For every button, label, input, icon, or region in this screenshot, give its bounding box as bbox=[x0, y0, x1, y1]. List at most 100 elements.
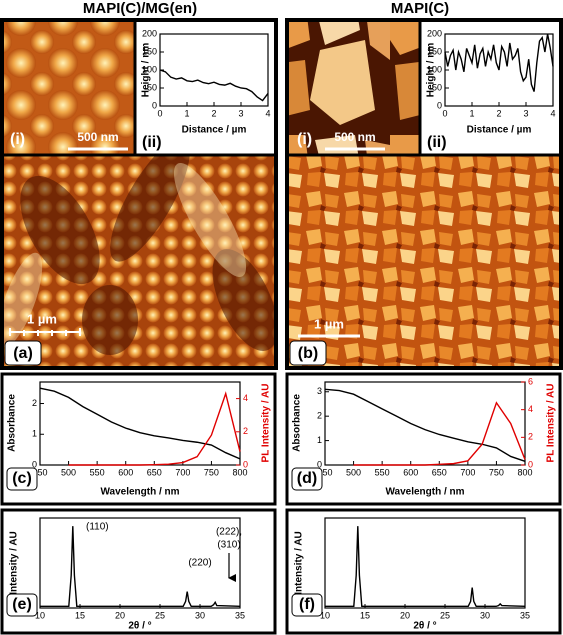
panel-label-box bbox=[6, 593, 38, 617]
x-tick-label: 600 bbox=[403, 467, 418, 477]
y-tick-label: 0 bbox=[437, 100, 442, 110]
x-axis-label: Distance / µm bbox=[182, 125, 247, 136]
inset-profile-box bbox=[135, 20, 275, 155]
x-tick-label: 650 bbox=[147, 467, 162, 477]
panel-label: (d) bbox=[297, 470, 317, 487]
y-tick-label: 100 bbox=[427, 64, 442, 74]
y-axis-label: Height / nm bbox=[426, 43, 437, 98]
panel-frame bbox=[285, 372, 562, 506]
data-line bbox=[68, 391, 241, 466]
x-axis-label: Wavelength / nm bbox=[100, 487, 179, 498]
peak-annotation: (222), bbox=[216, 527, 242, 538]
x-tick-label: 2 bbox=[211, 108, 216, 118]
x-tick-label: 550 bbox=[375, 467, 390, 477]
x-tick-label: 20 bbox=[115, 610, 125, 620]
scale-label: 500 nm bbox=[77, 130, 118, 144]
inset-label: (i) bbox=[297, 131, 312, 148]
x-tick-label: 450 bbox=[32, 467, 47, 477]
x-tick-label: 700 bbox=[460, 467, 475, 477]
scale-bar bbox=[9, 328, 81, 336]
x-tick-label: 800 bbox=[232, 467, 247, 477]
y2-axis-label: PL Intensity / AU bbox=[546, 384, 557, 463]
data-line bbox=[40, 526, 241, 608]
y-tick-label: 1 bbox=[32, 429, 37, 439]
panel-label: (a) bbox=[13, 345, 33, 362]
panel-label-box bbox=[291, 467, 323, 491]
panel-frame bbox=[0, 508, 277, 635]
peak-annotation: (220) bbox=[188, 558, 211, 569]
x-axis-label: 2θ / ° bbox=[413, 621, 436, 632]
x-tick-label: 4 bbox=[550, 108, 555, 118]
panel-label: (c) bbox=[12, 470, 32, 487]
afm-inset-image bbox=[289, 20, 420, 155]
x-tick-label: 550 bbox=[90, 467, 105, 477]
y-axis-label: Height / nm bbox=[141, 43, 152, 98]
y-tick-label: 0 bbox=[32, 459, 37, 469]
y-axis-label: Absorbance bbox=[292, 394, 303, 452]
y2-tick-label: 4 bbox=[528, 404, 533, 414]
x-tick-label: 750 bbox=[204, 467, 219, 477]
afm-inset-image bbox=[4, 20, 135, 155]
plot-frame bbox=[39, 381, 241, 466]
panel-label-box bbox=[6, 467, 38, 491]
y-tick-label: 150 bbox=[427, 46, 442, 56]
y-tick-label: 100 bbox=[142, 64, 157, 74]
data-line bbox=[444, 33, 554, 92]
panel-frame bbox=[285, 508, 562, 635]
x-tick-label: 25 bbox=[155, 610, 165, 620]
panel-frame bbox=[0, 372, 277, 506]
peak-annotation: (110) bbox=[86, 522, 109, 533]
x-axis-label: Wavelength / nm bbox=[385, 487, 464, 498]
y-axis-label: Intensity / AU bbox=[9, 531, 20, 595]
y-tick-label: 50 bbox=[147, 82, 157, 92]
y2-tick-label: 0 bbox=[243, 459, 248, 469]
afm-texture bbox=[0, 162, 247, 348]
x-tick-label: 700 bbox=[175, 467, 190, 477]
scale-label: 1 µm bbox=[314, 316, 344, 331]
panel-label: (f) bbox=[299, 596, 315, 613]
y-tick-label: 0 bbox=[317, 459, 322, 469]
peak-annotation: (310) bbox=[217, 540, 240, 551]
y-tick-label: 200 bbox=[142, 28, 157, 38]
y-axis-label: Intensity / AU bbox=[294, 531, 305, 595]
x-tick-label: 1 bbox=[469, 108, 474, 118]
x-axis-label: Distance / µm bbox=[467, 125, 532, 136]
panel-label: (e) bbox=[12, 596, 32, 613]
scale-label: 500 nm bbox=[334, 130, 375, 144]
y-tick-label: 50 bbox=[432, 82, 442, 92]
column-title: MAPI(C)/MG(en) bbox=[83, 0, 197, 17]
inset-profile-box bbox=[420, 20, 560, 155]
y2-tick-label: 2 bbox=[243, 426, 248, 436]
data-line bbox=[39, 387, 241, 460]
y-tick-label: 150 bbox=[142, 46, 157, 56]
y2-tick-label: 4 bbox=[243, 393, 248, 403]
column-title: MAPI(C) bbox=[391, 0, 449, 17]
panel-frame bbox=[0, 18, 278, 370]
panel-label-box bbox=[289, 340, 327, 366]
data-line bbox=[324, 388, 526, 463]
panel-label: (b) bbox=[298, 345, 318, 362]
y-tick-label: 3 bbox=[317, 386, 322, 396]
x-tick-label: 15 bbox=[360, 610, 370, 620]
x-tick-label: 25 bbox=[440, 610, 450, 620]
y-tick-label: 200 bbox=[427, 28, 442, 38]
afm-texture bbox=[20, 138, 278, 355]
y2-tick-label: 0 bbox=[528, 459, 533, 469]
panel-label-box bbox=[4, 340, 42, 366]
x-tick-label: 0 bbox=[442, 108, 447, 118]
x-tick-label: 10 bbox=[320, 610, 330, 620]
y2-axis-label: PL Intensity / AU bbox=[261, 384, 272, 463]
x-tick-label: 0 bbox=[157, 108, 162, 118]
x-tick-label: 30 bbox=[480, 610, 490, 620]
x-axis-label: 2θ / ° bbox=[128, 621, 151, 632]
x-tick-label: 750 bbox=[489, 467, 504, 477]
x-tick-label: 10 bbox=[35, 610, 45, 620]
x-tick-label: 1 bbox=[184, 108, 189, 118]
plot-frame bbox=[39, 517, 241, 609]
data-line bbox=[325, 526, 526, 608]
y2-tick-label: 2 bbox=[528, 432, 533, 442]
x-tick-label: 3 bbox=[238, 108, 243, 118]
x-tick-label: 35 bbox=[520, 610, 530, 620]
data-line bbox=[353, 401, 526, 466]
